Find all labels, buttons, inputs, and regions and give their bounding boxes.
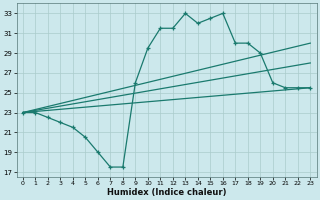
X-axis label: Humidex (Indice chaleur): Humidex (Indice chaleur) <box>107 188 226 197</box>
